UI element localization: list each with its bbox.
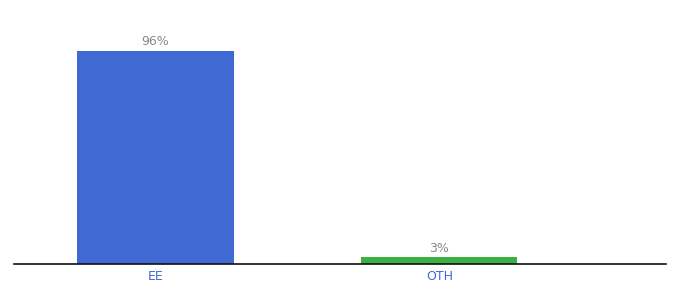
Bar — [361, 257, 517, 264]
Text: 3%: 3% — [429, 242, 449, 255]
Bar — [78, 51, 233, 264]
Text: 96%: 96% — [141, 35, 169, 48]
